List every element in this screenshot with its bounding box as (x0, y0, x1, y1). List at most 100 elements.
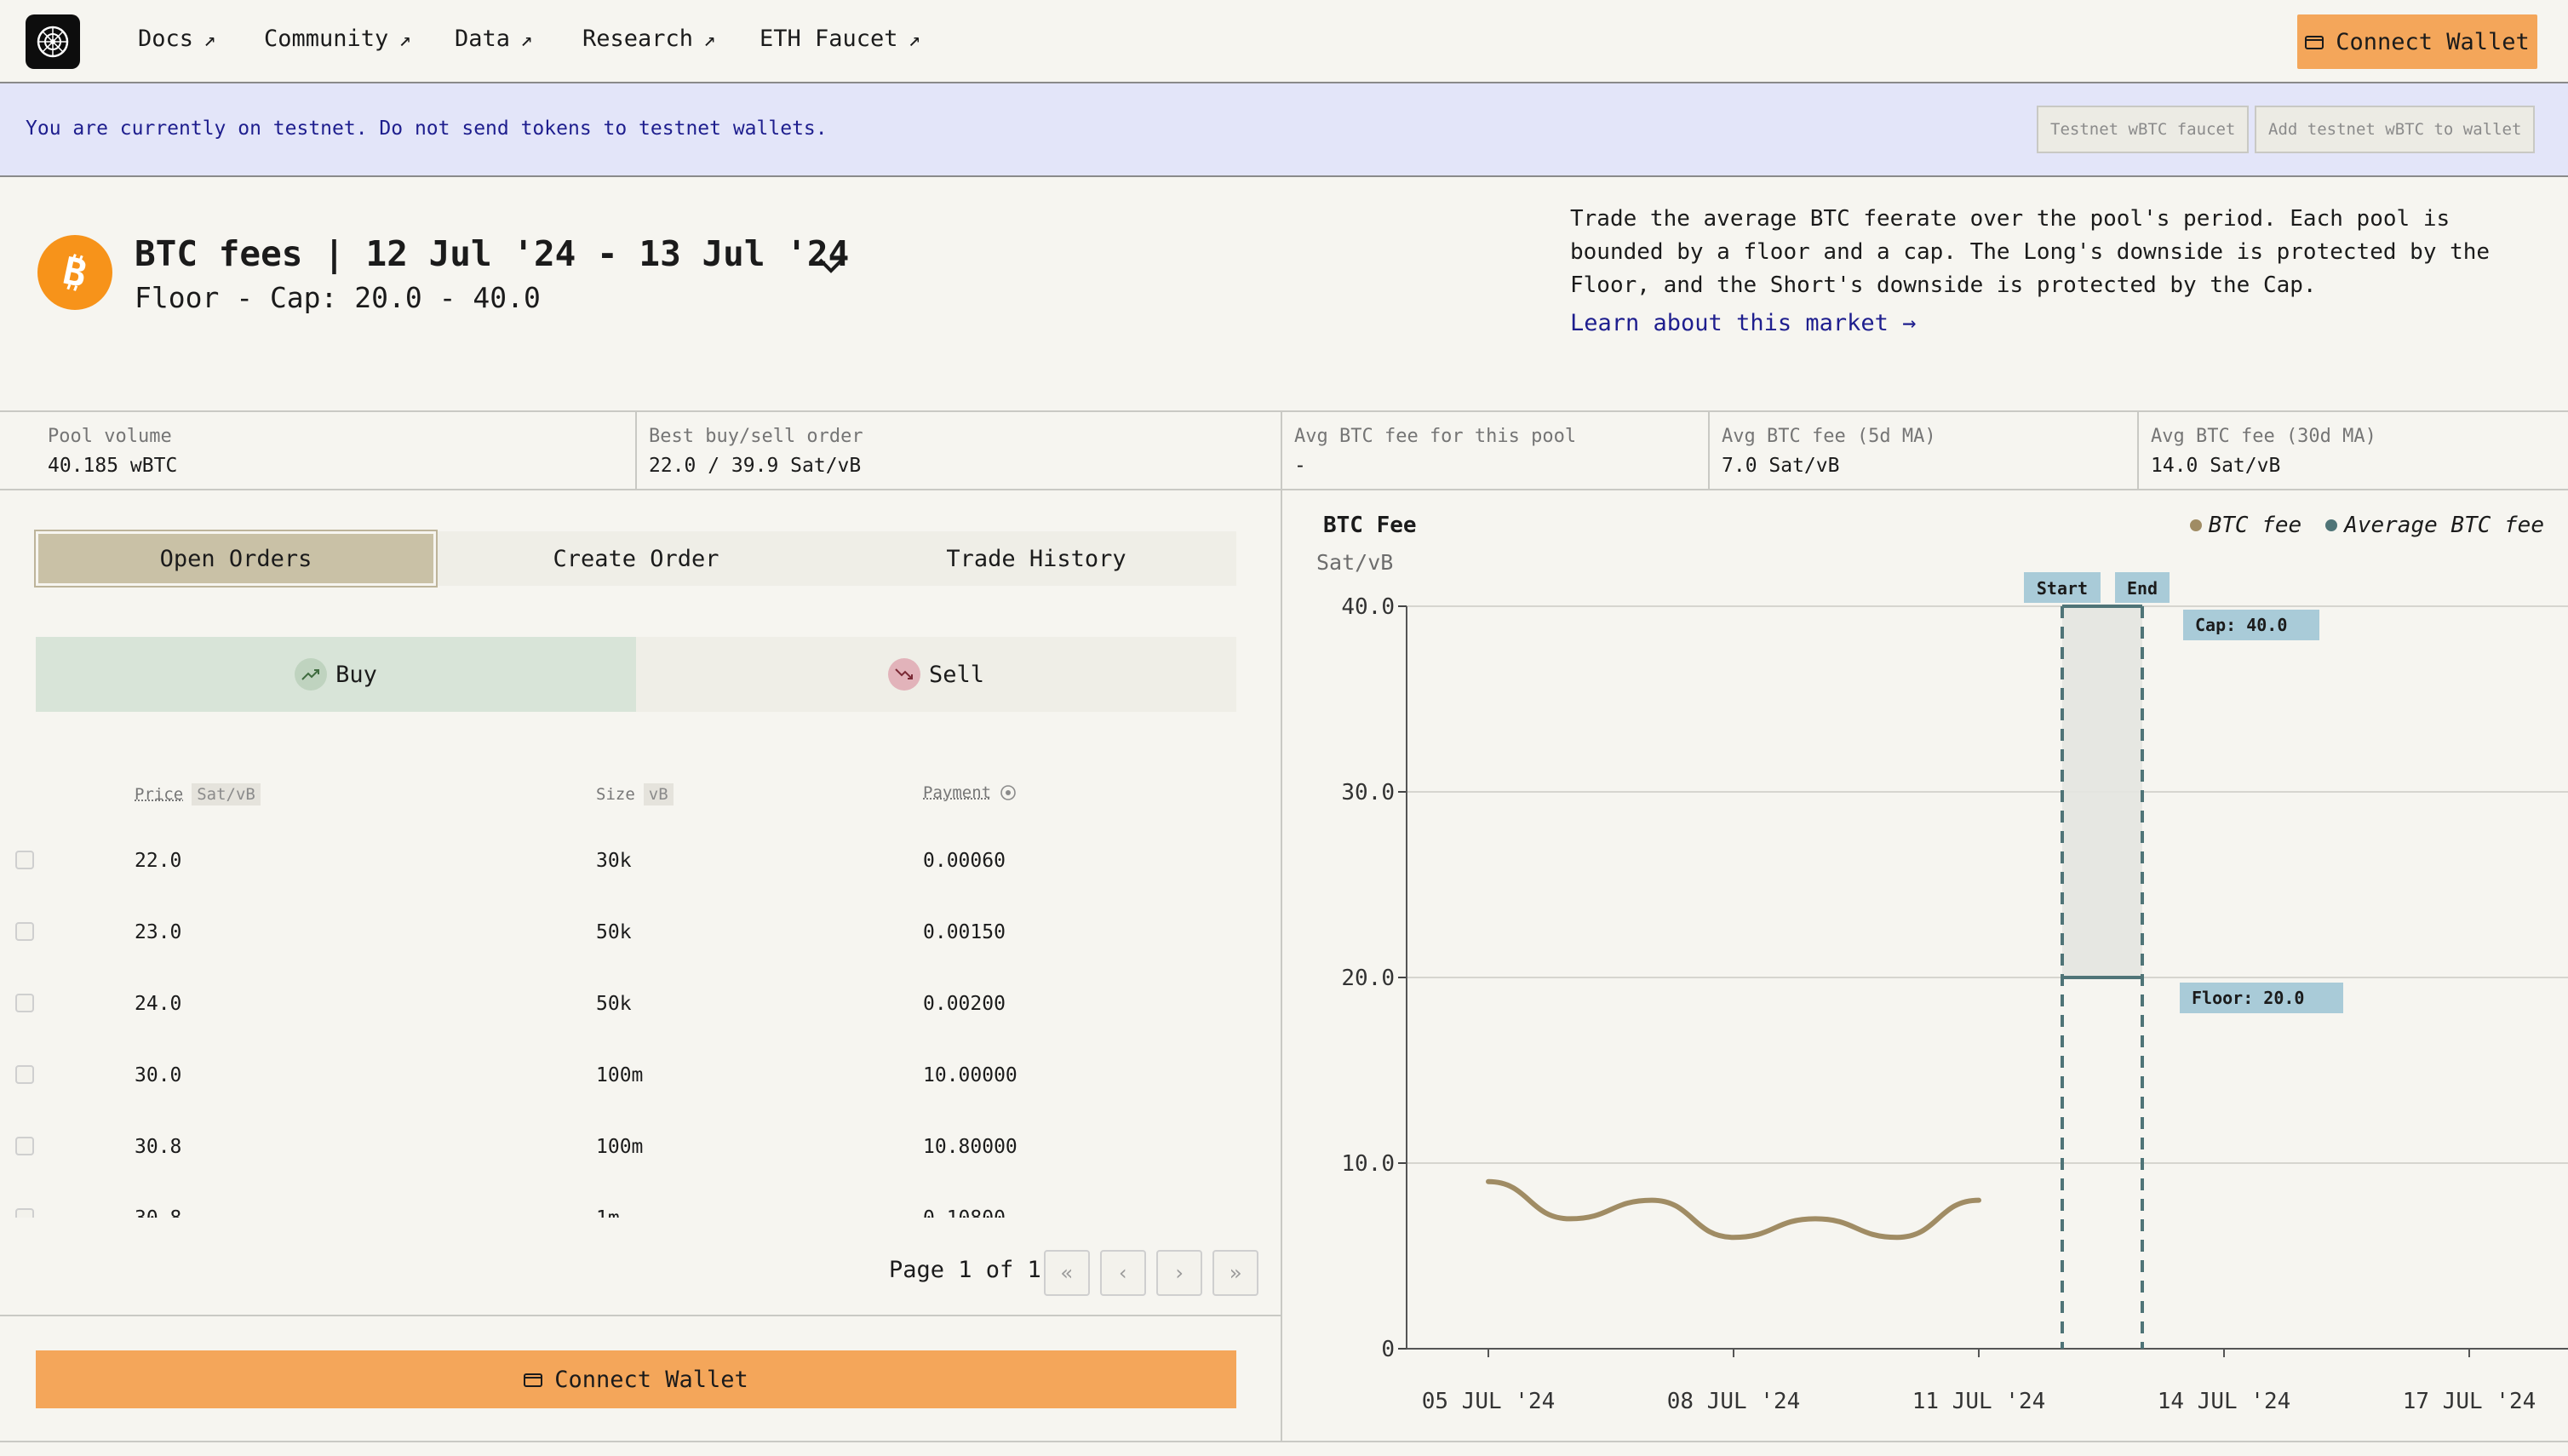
x-tick-label: 05 JUL '24 (1422, 1389, 1556, 1414)
x-tick-label: 17 JUL '24 (2403, 1389, 2536, 1414)
stat-label: Pool volume (48, 426, 172, 447)
buy-label: Buy (335, 661, 377, 688)
stat-value: - (1294, 455, 1306, 477)
stat-avg-fee-30d: Avg BTC fee (30d MA) 14.0 Sat/vB (2139, 412, 2568, 490)
row-checkbox[interactable] (15, 994, 34, 1012)
buy-button[interactable]: Buy (36, 637, 636, 712)
stat-label: Best buy/sell order (649, 426, 863, 447)
double-chevron-left-icon: « (1060, 1261, 1074, 1285)
row-checkbox[interactable] (15, 1065, 34, 1084)
legend-label: BTC fee (2208, 513, 2302, 538)
cell-payment: 10.00000 (923, 1064, 1017, 1086)
chart-plot[interactable]: 40.0 30.0 20.0 10.0 0 05 JUL '24 08 JUL '24 11 … (1282, 490, 2568, 1441)
legend-dot (2325, 519, 2338, 531)
next-page-button[interactable]: › (1156, 1250, 1202, 1296)
nav-link-research[interactable]: Research ↗ (582, 26, 716, 52)
row-checkbox[interactable] (15, 851, 34, 869)
table-row[interactable]: 23.0 50k 0.00150 (0, 899, 1281, 971)
end-label-bg (2115, 572, 2170, 603)
x-tick-label: 08 JUL '24 (1667, 1389, 1801, 1414)
row-checkbox[interactable] (15, 1208, 34, 1218)
cap-label: Cap: 40.0 (2195, 615, 2287, 635)
y-tick-label: 20.0 (1341, 966, 1395, 991)
tab-create-order[interactable]: Create Order (553, 545, 719, 572)
pool-range-area (2062, 606, 2142, 977)
panel-divider (0, 1315, 1281, 1316)
nav-link-docs[interactable]: Docs ↗ (138, 26, 215, 52)
external-link-icon: ↗ (398, 26, 411, 51)
prev-page-button[interactable]: ‹ (1100, 1250, 1146, 1296)
row-checkbox[interactable] (15, 1137, 34, 1155)
chart-y-unit: Sat/vB (1316, 550, 1394, 575)
stat-label: Avg BTC fee for this pool (1294, 426, 1577, 447)
external-link-icon: ↗ (520, 26, 533, 51)
table-row[interactable]: 22.0 30k 0.00060 (0, 828, 1281, 899)
cell-price: 23.0 (135, 921, 182, 943)
cell-payment: 0.00060 (923, 850, 1006, 872)
chart-legend: BTC fee Average BTC fee (2189, 513, 2544, 538)
sell-button[interactable]: Sell (636, 637, 1236, 712)
connect-wallet-bottom-button[interactable]: Connect Wallet (36, 1350, 1236, 1408)
y-tick-label: 30.0 (1341, 780, 1395, 805)
cell-payment: 0.00200 (923, 993, 1006, 1015)
legend-item-average-fee[interactable]: Average BTC fee (2325, 513, 2544, 538)
table-row[interactable]: 30.8 1m 0.10800 (0, 1185, 1281, 1218)
orders-tabs: Open Orders Create Order Trade History (34, 530, 1236, 588)
pool-stats-bar: Pool volume 40.185 wBTC Best buy/sell or… (0, 410, 2568, 490)
nav-link-label: Research (582, 26, 694, 52)
nav-link-eth-faucet[interactable]: ETH Faucet ↗ (760, 26, 920, 52)
cell-price: 30.8 (135, 1207, 181, 1218)
tab-open-orders[interactable]: Open Orders (34, 530, 438, 588)
cell-size: 30k (596, 850, 632, 872)
app-logo[interactable] (26, 14, 80, 69)
bitcoin-icon: B (37, 235, 112, 310)
nav-link-label: Docs (138, 26, 194, 52)
stat-label: Avg BTC fee (5d MA) (1722, 426, 1936, 447)
stat-value: 40.185 wBTC (48, 455, 178, 477)
add-token-to-wallet-button[interactable]: Add testnet wBTC to wallet (2255, 106, 2536, 153)
nav-link-label: Community (264, 26, 389, 52)
wallet-icon (2305, 36, 2324, 49)
cell-price: 24.0 (135, 993, 182, 1015)
legend-item-btc-fee[interactable]: BTC fee (2189, 513, 2302, 538)
pool-description: Trade the average BTC feerate over the p… (1570, 206, 2491, 298)
start-label-bg (2024, 572, 2101, 603)
column-unit: vB (643, 783, 674, 805)
info-icon[interactable] (1000, 784, 1017, 801)
column-label: Price (135, 785, 184, 804)
trend-up-icon (295, 658, 328, 691)
column-header-payment[interactable]: Payment (923, 783, 1017, 802)
tab-trade-history[interactable]: Trade History (946, 545, 1126, 572)
first-page-button[interactable]: « (1044, 1250, 1090, 1296)
buy-sell-toggle: Buy Sell (36, 637, 1236, 712)
y-tick-label: 10.0 (1341, 1151, 1395, 1177)
nav-link-data[interactable]: Data ↗ (455, 26, 532, 52)
stat-best-order: Best buy/sell order 22.0 / 39.9 Sat/vB (637, 412, 1282, 490)
connect-wallet-button[interactable]: Connect Wallet (2297, 14, 2537, 69)
stat-value: 22.0 / 39.9 Sat/vB (649, 455, 862, 477)
table-row[interactable]: 30.0 100m 10.00000 (0, 1042, 1281, 1114)
column-header-price[interactable]: Price Sat/vB (135, 783, 261, 805)
cell-payment: 0.10800 (923, 1207, 1006, 1218)
nav-link-community[interactable]: Community ↗ (264, 26, 411, 52)
start-label: Start (2037, 578, 2088, 599)
bitcoin-symbol-icon: B (60, 249, 91, 295)
testnet-faucet-button[interactable]: Testnet wBTC faucet (2037, 106, 2250, 153)
table-row[interactable]: 30.8 100m 10.80000 (0, 1114, 1281, 1185)
column-label: Payment (923, 783, 992, 802)
last-page-button[interactable]: » (1212, 1250, 1258, 1296)
cell-size: 50k (596, 993, 632, 1015)
table-row[interactable]: 24.0 50k 0.00200 (0, 971, 1281, 1042)
y-tick-label: 0 (1381, 1337, 1395, 1362)
column-unit: Sat/vB (192, 783, 261, 805)
stat-label: Avg BTC fee (30d MA) (2151, 426, 2376, 447)
stat-avg-fee-5d: Avg BTC fee (5d MA) 7.0 Sat/vB (1710, 412, 2139, 490)
row-checkbox[interactable] (15, 922, 34, 941)
x-tick-label: 11 JUL '24 (1912, 1389, 2046, 1414)
cell-size: 50k (596, 921, 632, 943)
learn-about-market-link[interactable]: Learn about this market → (1570, 310, 1917, 336)
pool-selector-chevron-icon[interactable] (816, 255, 846, 279)
pool-floor-cap: Floor - Cap: 20.0 - 40.0 (135, 281, 541, 314)
legend-dot (2189, 519, 2202, 531)
column-header-size[interactable]: Size vB (596, 783, 674, 805)
